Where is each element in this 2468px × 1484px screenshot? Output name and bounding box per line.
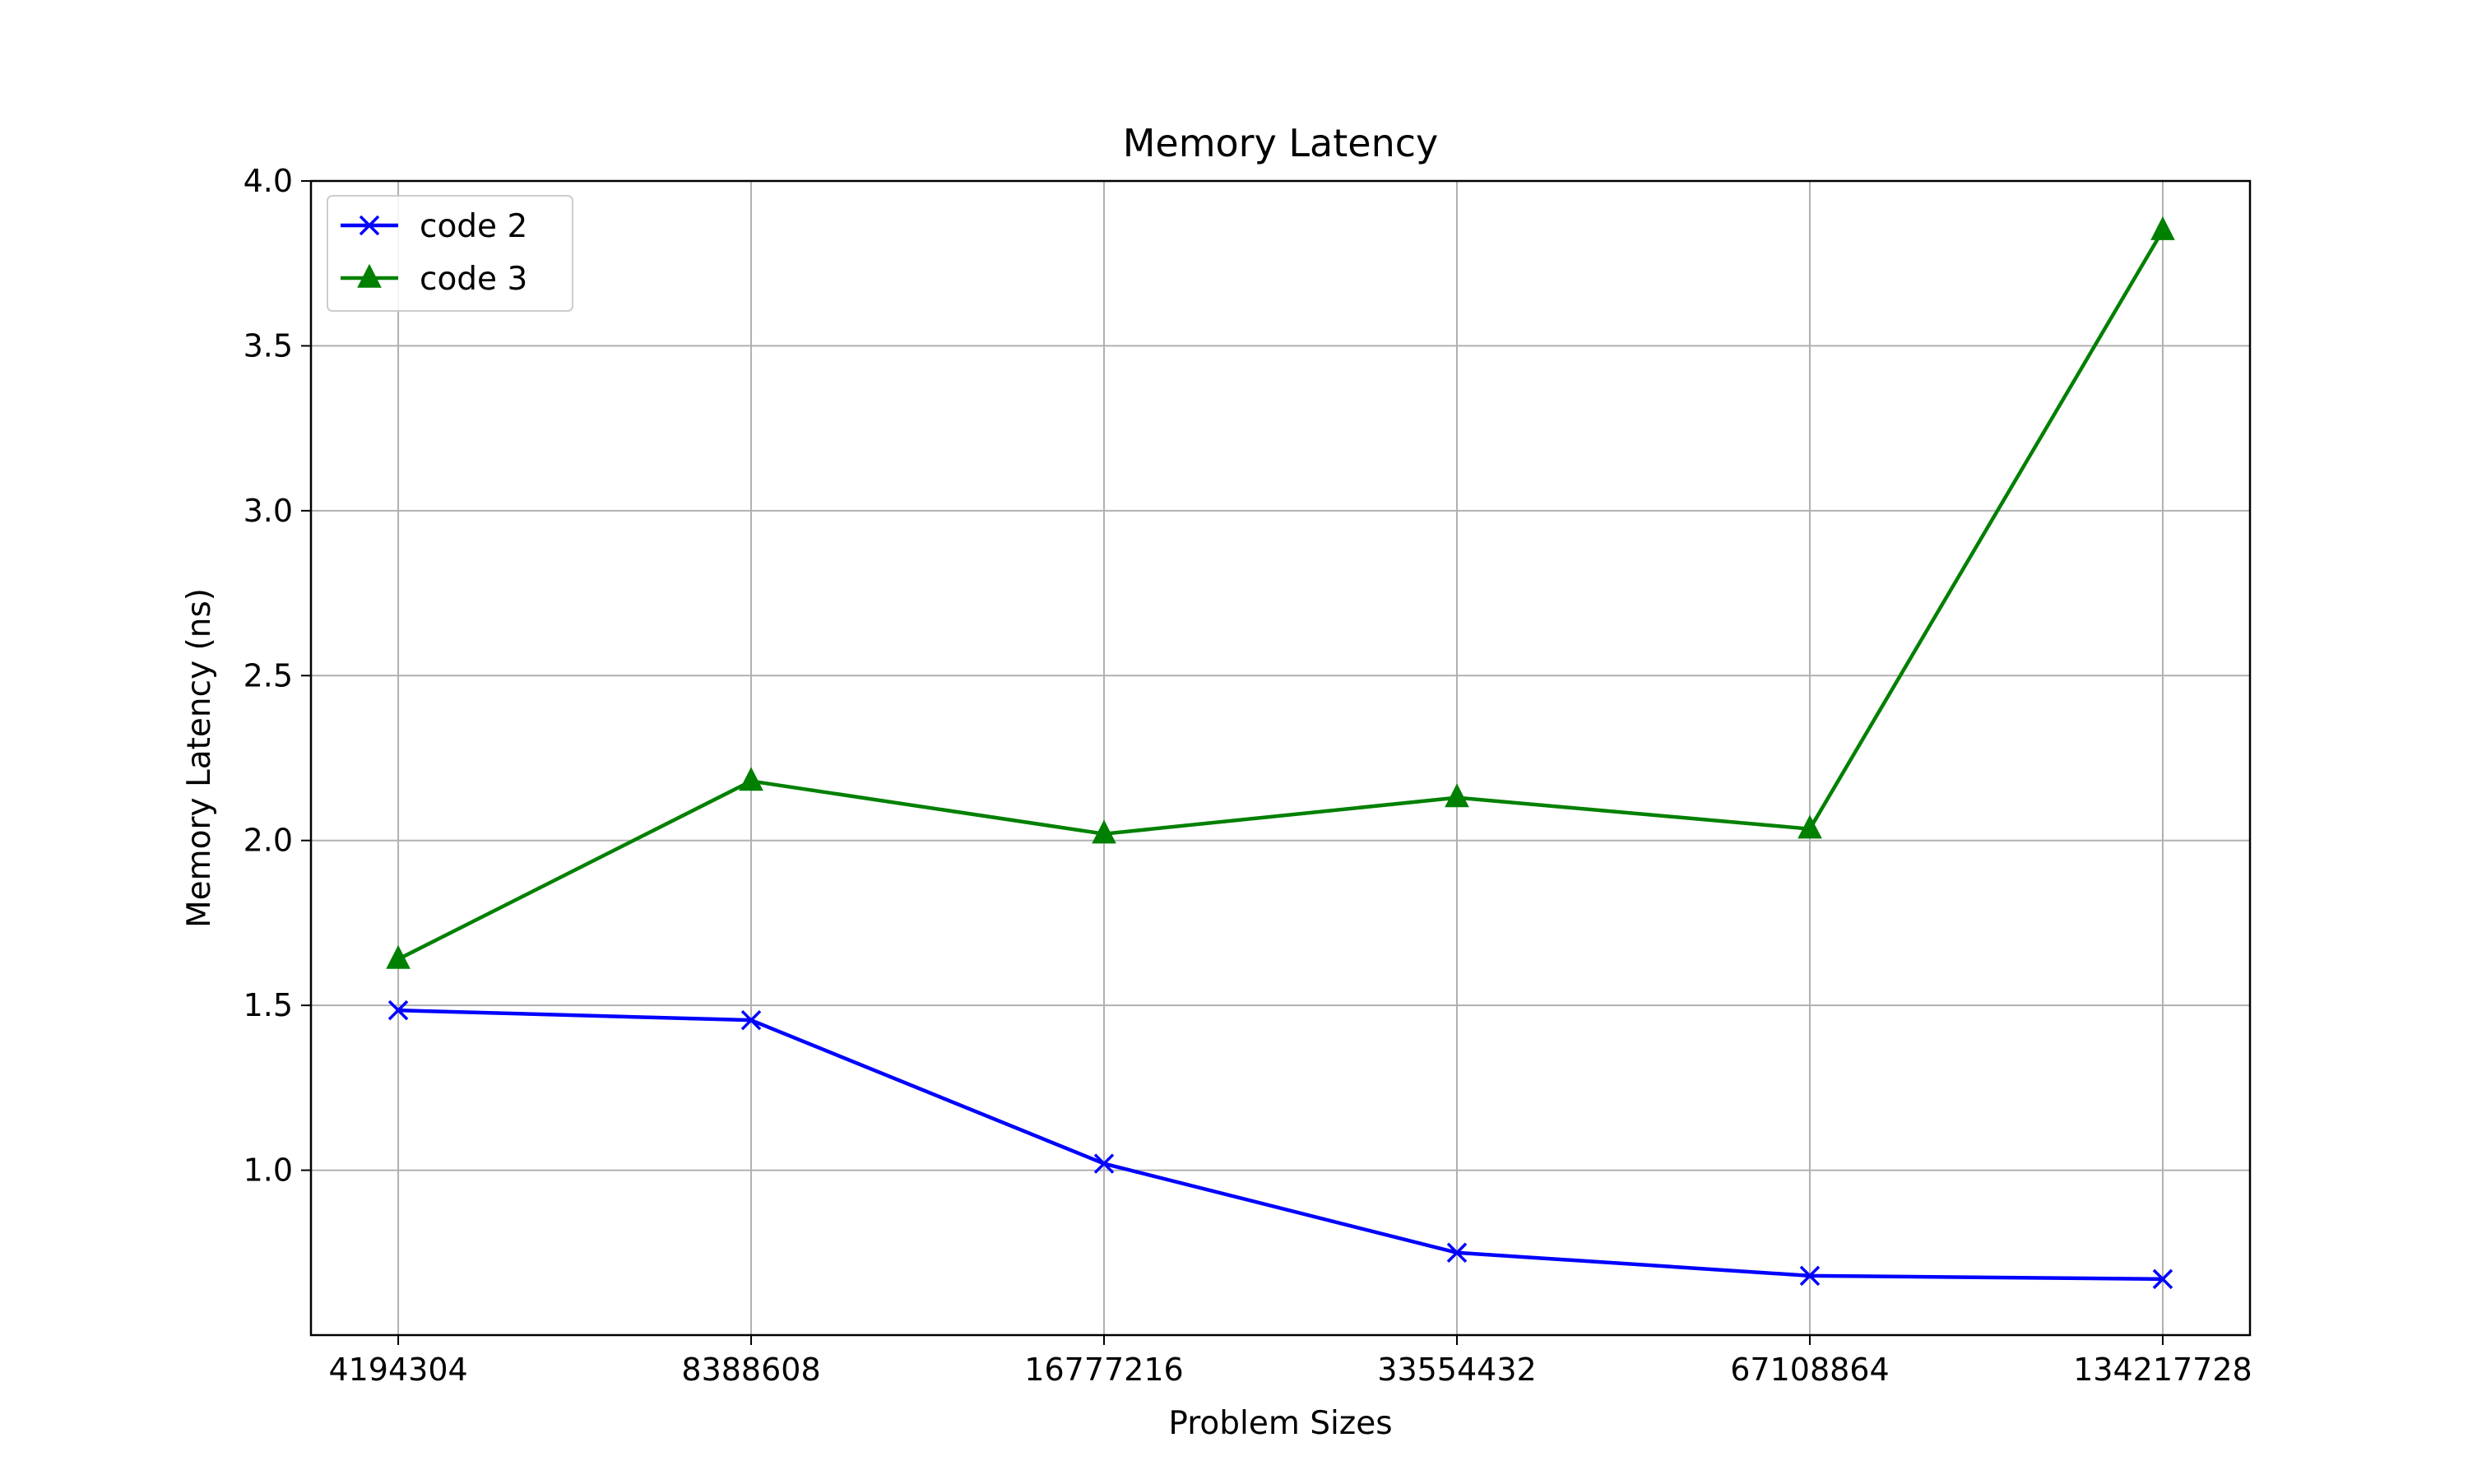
legend-label: code 2	[420, 208, 527, 245]
data-point	[1446, 1242, 1468, 1264]
data-point	[1445, 783, 1469, 808]
y-tick-label: 4.0	[244, 163, 293, 199]
y-tick-label: 1.0	[244, 1152, 293, 1189]
data-point	[1093, 1153, 1115, 1174]
data-point	[2150, 216, 2175, 240]
tick-layer: 4194304 8388608 16777216 33554432 67108864 13…	[244, 163, 2252, 1388]
data-point	[2152, 1268, 2173, 1290]
y-tick-label: 1.5	[244, 987, 293, 1023]
series-code-3	[386, 216, 2175, 969]
series-line	[397, 229, 2164, 962]
data-point	[1799, 1265, 1821, 1287]
legend-item: code 2	[341, 208, 527, 245]
x-tick-label: 8388608	[681, 1352, 820, 1388]
grid-layer	[311, 180, 2250, 1335]
legend-marker	[357, 263, 382, 288]
y-tick-label: 2.5	[244, 657, 293, 693]
x-tick-label: 16777216	[1024, 1352, 1183, 1388]
data-point	[1798, 814, 1822, 839]
plot-frame	[309, 179, 2252, 1337]
x-tick-label: 4194304	[328, 1352, 467, 1388]
x-tick-label: 134217728	[2073, 1352, 2252, 1388]
data-point	[739, 767, 763, 791]
legend: code 2 code 3	[327, 195, 573, 312]
data-point	[1092, 819, 1116, 844]
y-axis-label: Memory Latency (ns)	[181, 588, 218, 928]
y-tick-label: 2.0	[244, 823, 293, 859]
legend-marker	[359, 215, 380, 236]
x-tick-label: 33554432	[1377, 1352, 1536, 1388]
series-line	[398, 1008, 2163, 1282]
series-code-2	[387, 999, 2173, 1290]
legend-label: code 3	[420, 261, 527, 298]
legend-item: code 3	[341, 261, 527, 298]
y-tick-label: 3.0	[244, 493, 293, 529]
series-layer	[386, 216, 2175, 1290]
y-tick-label: 3.5	[244, 327, 293, 364]
data-point	[387, 999, 409, 1021]
data-point	[740, 1009, 762, 1031]
data-point	[386, 944, 411, 969]
x-axis-label: Problem Sizes	[1168, 1405, 1392, 1442]
x-tick-label: 67108864	[1730, 1352, 1889, 1388]
chart-title: Memory Latency	[1123, 121, 1439, 165]
